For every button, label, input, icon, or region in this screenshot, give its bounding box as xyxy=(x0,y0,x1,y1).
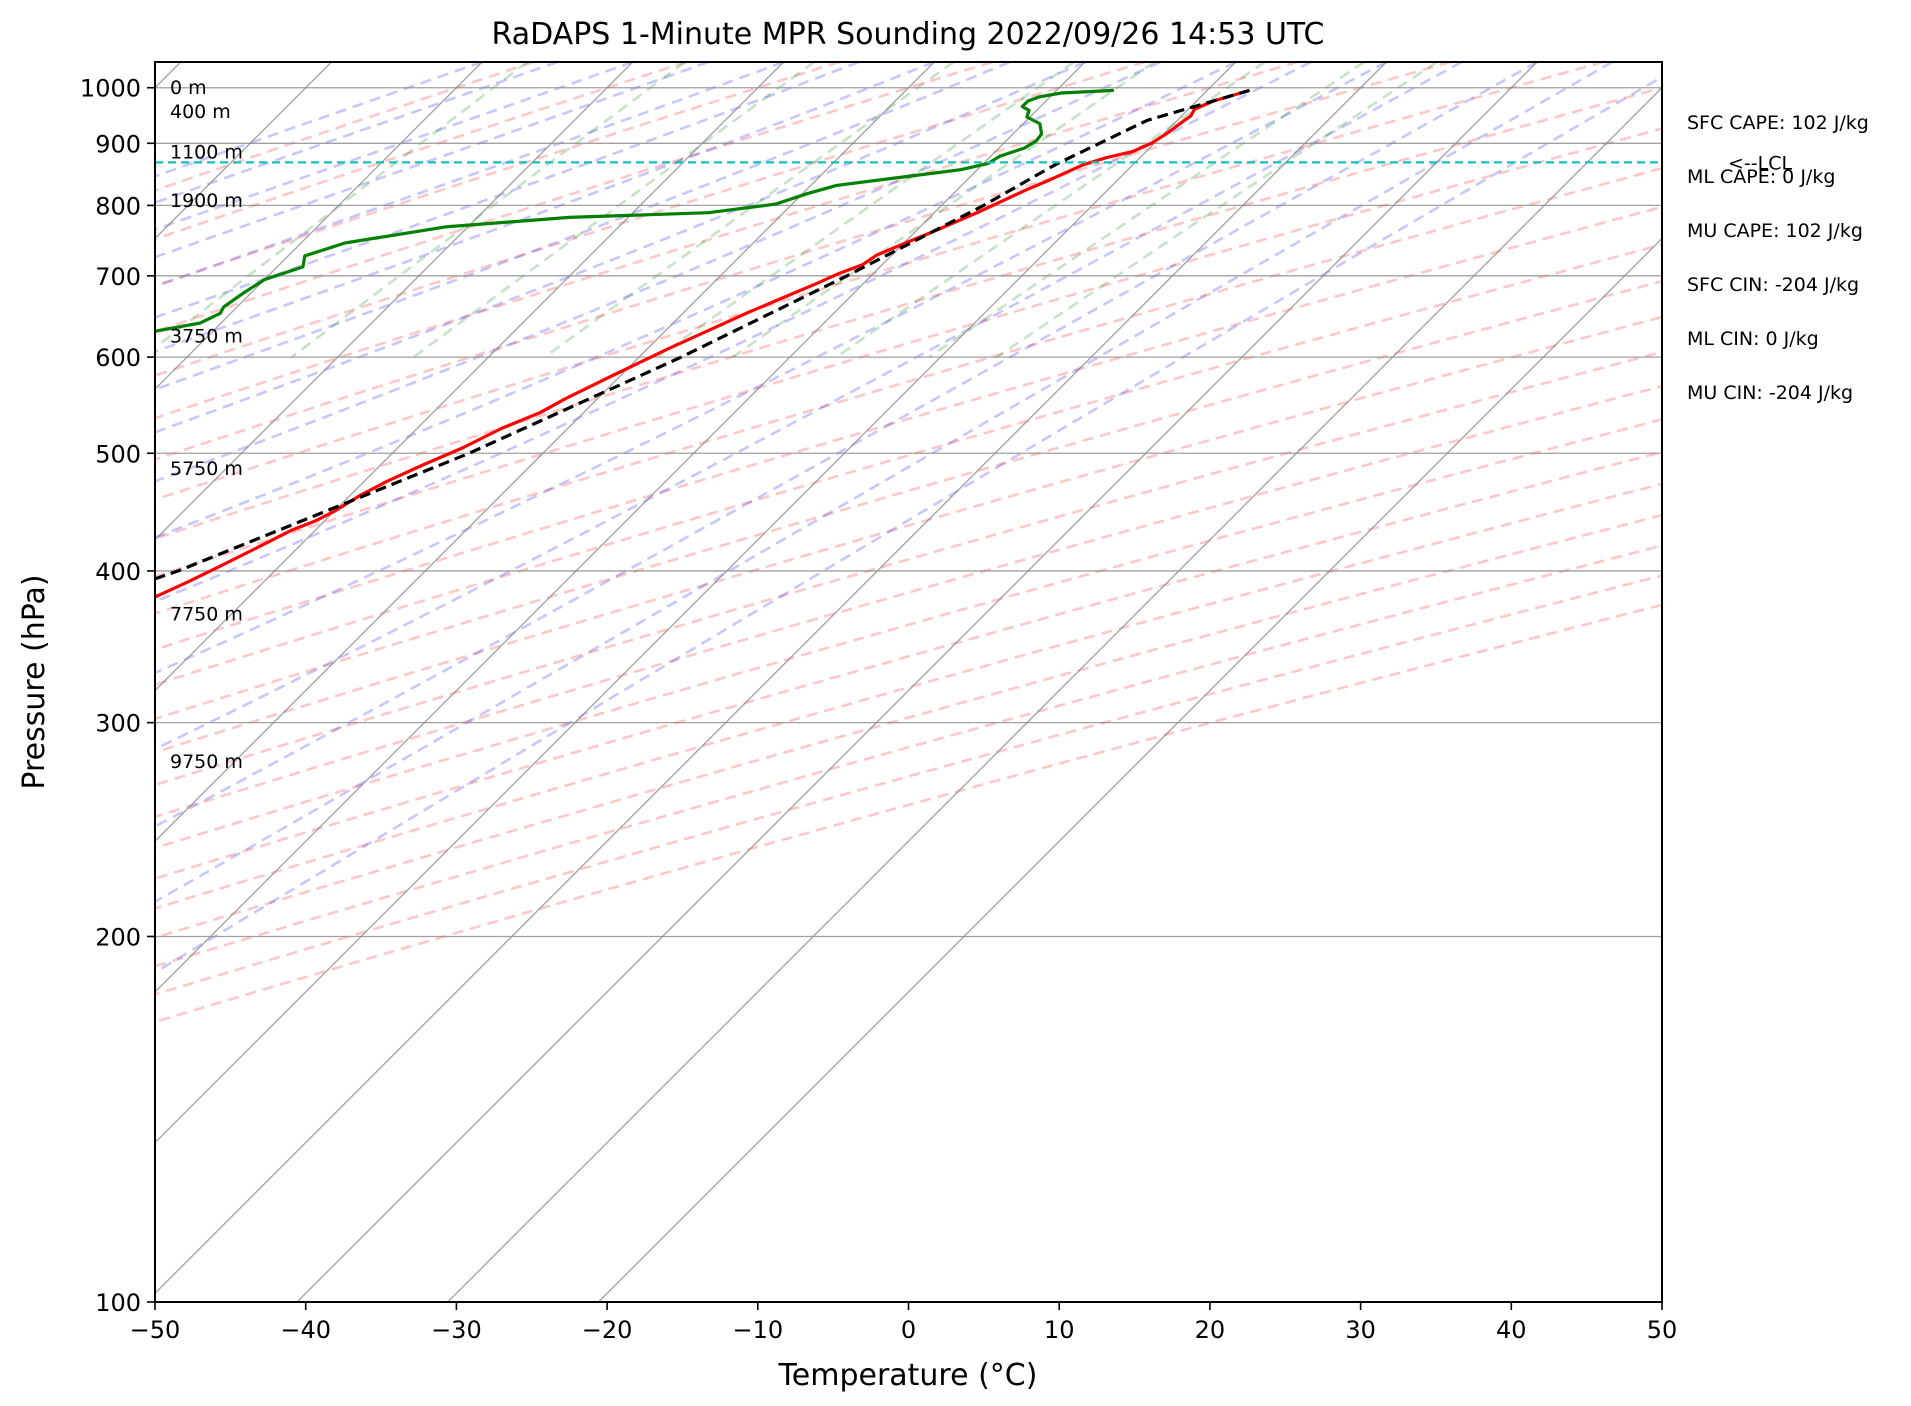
isotherm-line xyxy=(296,62,1538,1302)
mixing-ratio-line xyxy=(732,62,1156,359)
mixing-ratio-line xyxy=(656,62,1075,359)
dry-adiabat-line xyxy=(155,62,993,333)
dry-adiabat-line xyxy=(155,62,1451,461)
moist-adiabat-line xyxy=(155,62,1614,904)
mixing-ratio-line xyxy=(835,62,1266,359)
series-layer xyxy=(155,88,1250,599)
isotherm-line xyxy=(447,86,1662,1302)
mixing-ratio-line xyxy=(290,62,686,359)
isotherm-line xyxy=(155,62,935,843)
sounding-series-2 xyxy=(155,88,1114,333)
x-tick-label: 20 xyxy=(1195,1316,1226,1344)
x-tick-label: 40 xyxy=(1496,1316,1527,1344)
moist-adiabat-line xyxy=(155,62,1538,828)
moist-adiabat-line xyxy=(155,62,634,231)
y-axis-label: Pressure (hPa) xyxy=(17,574,52,789)
x-tick-label: 50 xyxy=(1647,1316,1678,1344)
dry-adiabat-line xyxy=(155,62,687,241)
isotherm-line xyxy=(155,62,784,692)
x-tick-label: −10 xyxy=(732,1316,783,1344)
dry-adiabat-line xyxy=(155,62,1604,501)
x-tick-label: −40 xyxy=(280,1316,331,1344)
x-tick-label: 0 xyxy=(901,1316,916,1344)
stability-index-label: MU CAPE: 102 J/kg xyxy=(1687,220,1863,242)
x-tick-label: −50 xyxy=(130,1316,181,1344)
y-tick-label: 200 xyxy=(95,923,141,951)
height-label: 0 m xyxy=(170,77,207,99)
chart-title: RaDAPS 1-Minute MPR Sounding 2022/09/26 … xyxy=(492,17,1325,52)
dry-adiabat-line xyxy=(155,279,1662,721)
isotherm-line xyxy=(155,62,483,391)
dry-adiabat-line xyxy=(155,127,1662,578)
lcl-label: <--LCL xyxy=(1728,152,1792,174)
height-label: 9750 m xyxy=(170,751,243,773)
sounding-series-3 xyxy=(155,88,1250,581)
y-tick-label: 500 xyxy=(95,440,141,468)
moist-adiabat-line xyxy=(155,62,1011,391)
isotherm-line xyxy=(597,237,1662,1302)
dry-adiabat-line xyxy=(155,205,1662,651)
moist-adiabat-line xyxy=(155,62,1387,675)
height-label: 1900 m xyxy=(170,190,243,212)
mixing-ratio-line xyxy=(996,62,1438,359)
grid-layer xyxy=(155,62,1662,1302)
isotherm-line xyxy=(155,62,634,541)
stability-index-label: MU CIN: -204 J/kg xyxy=(1687,382,1853,404)
dry-adiabat-line xyxy=(155,544,1662,968)
mixing-ratio-line xyxy=(928,62,1366,359)
y-tick-label: 1000 xyxy=(80,75,141,103)
height-label: 3750 m xyxy=(170,326,243,348)
mixing-ratio-line xyxy=(155,62,529,350)
sounding-series-1 xyxy=(155,88,1250,599)
y-tick-label: 900 xyxy=(95,130,141,158)
mixing-ratio-line xyxy=(544,62,955,359)
moist-adiabat-line xyxy=(155,62,558,204)
x-tick-label: 10 xyxy=(1044,1316,1075,1344)
stability-index-label: ML CAPE: 0 J/kg xyxy=(1687,166,1835,188)
x-tick-label: −20 xyxy=(582,1316,633,1344)
moist-adiabat-line xyxy=(155,62,1312,603)
isotherm-line xyxy=(155,62,1237,1144)
moist-adiabat-line xyxy=(155,62,1086,434)
moist-adiabat-line xyxy=(155,62,1463,751)
moist-adiabat-line xyxy=(155,62,709,259)
y-tick-label: 400 xyxy=(95,558,141,586)
x-tick-label: 30 xyxy=(1345,1316,1376,1344)
dry-adiabat-line xyxy=(155,166,1662,615)
x-axis-label: Temperature (°C) xyxy=(778,1358,1038,1393)
moist-adiabat-line xyxy=(155,62,1161,483)
dry-adiabat-line xyxy=(155,513,1662,939)
dry-adiabat-line xyxy=(155,62,1146,377)
isotherm-line xyxy=(155,62,1387,1295)
y-tick-label: 300 xyxy=(95,710,141,738)
moist-adiabat-line xyxy=(155,62,1237,539)
y-tick-label: 600 xyxy=(95,344,141,372)
isotherm-line xyxy=(155,62,1086,993)
plot-background xyxy=(155,62,1662,1302)
moist-adiabat-line xyxy=(155,62,483,178)
height-label: 400 m xyxy=(170,101,231,123)
x-tick-label: −30 xyxy=(431,1316,482,1344)
stability-index-label: ML CIN: 0 J/kg xyxy=(1687,328,1819,350)
height-label: 7750 m xyxy=(170,603,243,625)
moist-adiabat-line xyxy=(155,75,1662,974)
dry-adiabat-line xyxy=(155,603,1662,1024)
dry-adiabat-line xyxy=(155,418,1662,850)
dry-adiabat-line xyxy=(155,86,1662,541)
dry-adiabat-line xyxy=(155,384,1662,819)
ticks-layer: −50 −40 −30 −20 −10 0 10 20 30 40 50 100 200 300 400 50… xyxy=(80,75,1677,1344)
height-label: 1100 m xyxy=(170,142,243,164)
y-tick-label: 700 xyxy=(95,263,141,291)
height-label: 5750 m xyxy=(170,458,243,480)
y-tick-label: 800 xyxy=(95,192,141,220)
stability-index-label: SFC CAPE: 102 J/kg xyxy=(1687,112,1869,134)
stability-index-label: SFC CIN: -204 J/kg xyxy=(1687,274,1859,296)
moist-adiabat-line xyxy=(155,62,935,353)
y-tick-label: 100 xyxy=(95,1289,141,1317)
dry-adiabat-line xyxy=(155,315,1662,754)
overlay-layer: <--LCL 9750 m 7750 m 5750 m 3750 m 1900 m 1100… xyxy=(155,77,1869,773)
